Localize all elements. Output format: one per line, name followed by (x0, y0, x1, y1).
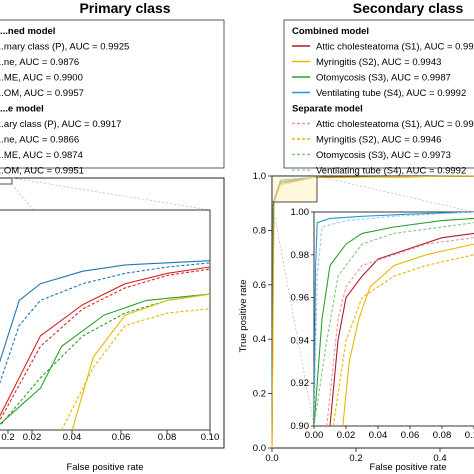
x-tick-label: 0.2 (349, 453, 362, 464)
inset-y-tick-label: 0.98 (291, 250, 310, 261)
x-tick-label: 0.08 (158, 432, 177, 443)
roc-curve (71, 293, 210, 430)
legend-entry: ...ME, AUC = 0.9900 (0, 73, 83, 84)
legend-group-heading: Separate model (292, 104, 363, 115)
secondary-y-ticks: 0.0 0.2 0.4 0.6 0.8 1.0 (253, 171, 272, 454)
primary-chart-title: Primary class (79, 0, 170, 16)
legend-entry: Myringitis (S2), AUC = 0.9946 (316, 135, 441, 146)
y-tick-label: 0.8 (253, 225, 266, 236)
secondary-zoom-guide-2 (271, 201, 315, 427)
legend-entry: ...OM, AUC = 0.9951 (0, 166, 84, 177)
roc-curve (0, 260, 210, 363)
roc-curve (0, 262, 210, 385)
primary-x-axis-label: False positive rate (66, 462, 143, 473)
secondary-legend-box (283, 19, 474, 169)
inset-x-tick-label: 0.00 (305, 430, 324, 441)
secondary-class-panel: Secondary class Combined model Attic chol… (238, 0, 474, 473)
x-tick-label: 0.04 (63, 432, 82, 443)
y-tick-label: 0.0 (253, 443, 266, 454)
y-tick-label: 1.0 (253, 171, 266, 182)
legend-entry: Ventilating tube (S4), AUC = 0.9992 (316, 166, 466, 177)
primary-inset-plot (0, 209, 211, 431)
inset-curves (0, 260, 210, 430)
secondary-chart-title: Secondary class (353, 0, 464, 16)
inset-y-tick-label: 0.92 (291, 378, 310, 389)
inset-frame (313, 211, 474, 427)
legend-entry: ...mary class (P), AUC = 0.9925 (0, 42, 129, 53)
inset-frame (0, 209, 211, 431)
primary-legend-box (0, 19, 225, 169)
legend-entry: ...ME, AUC = 0.9874 (0, 150, 83, 161)
inset-y-tick-label: 0.94 (291, 335, 310, 346)
primary-legend: ...ned model ...mary class (P), AUC = 0.9… (0, 26, 129, 177)
inset-y-tick-label: 1.00 (291, 207, 310, 218)
roc-curve (0, 266, 210, 417)
roc-curve (326, 237, 474, 426)
legend-entry: ...OM, AUC = 0.9957 (0, 88, 84, 99)
y-tick-label: 0.4 (253, 334, 266, 345)
secondary-y-axis-label: True positive rate (238, 279, 249, 352)
roc-curve (342, 243, 474, 426)
legend-entry: Myringitis (S2), AUC = 0.9943 (316, 57, 441, 68)
roc-curve (314, 222, 474, 426)
y-tick-label: 0.2 (253, 389, 266, 400)
legend-entry: ...ne, AUC = 0.9876 (0, 57, 79, 68)
x-tick-label: 0.10 (201, 432, 220, 443)
roc-curve (332, 254, 474, 426)
legend-group-heading: ...ned model (0, 26, 55, 37)
inset-y-tick-label: 0.90 (291, 421, 310, 432)
roc-curve (61, 308, 210, 430)
roc-curve (314, 212, 474, 426)
inset-x-tick-label: 0.10 (465, 430, 474, 441)
y-tick-label: 0.6 (253, 280, 266, 291)
x-tick-label: 0.06 (112, 432, 131, 443)
inset-y-tick-label: 0.96 (291, 293, 310, 304)
primary-main-axes (0, 177, 225, 449)
x-tick-label: 0.0 (265, 453, 278, 464)
inset-x-tick-label: 0.02 (337, 430, 356, 441)
inset-curves (314, 212, 474, 426)
legend-entry: ...ary class (P), AUC = 0.9917 (0, 119, 121, 130)
inset-x-tick-label: 0.06 (401, 430, 420, 441)
primary-class-panel: Primary class ...ned model ...mary class … (0, 0, 225, 473)
legend-entry: ...ne, AUC = 0.9866 (0, 135, 79, 146)
secondary-zoom-box (271, 175, 318, 203)
secondary-x-axis-label: False positive rate (369, 462, 446, 473)
primary-zoom-guide (11, 177, 211, 211)
legend-entry: Otomycosis (S3), AUC = 0.9973 (316, 150, 451, 161)
roc-curve (314, 217, 474, 426)
roc-curve (314, 212, 474, 426)
roc-curve (0, 293, 210, 425)
legend-group-heading: Combined model (292, 26, 369, 37)
primary-zoom-box (0, 177, 13, 185)
legend-entry: Attic cholesteatoma (S1), AUC = 0.9944 (316, 119, 474, 130)
secondary-x-ticks: 0.0 0.2 0.4 (265, 448, 447, 464)
x-tick-label: 0.02 (23, 432, 42, 443)
inset-x-tick-label: 0.04 (369, 430, 388, 441)
inset-x-tick-label: 0.08 (433, 430, 452, 441)
legend-entry: Ventilating tube (S4), AUC = 0.9992 (316, 88, 466, 99)
legend-group-heading: ...e model (0, 104, 44, 115)
x-tick-label: 0.2 (1, 432, 14, 443)
primary-x-ticks: 0.2 0.02 0.04 0.06 0.08 0.10 (1, 430, 219, 443)
secondary-zoom-guide (316, 175, 474, 213)
roc-curve (329, 232, 474, 426)
x-tick-label: 0.4 (433, 453, 446, 464)
legend-entry: Otomycosis (S3), AUC = 0.9987 (316, 73, 451, 84)
secondary-legend: Combined model Attic cholesteatoma (S1), … (292, 26, 474, 177)
secondary-inset-plot: 0.90 0.92 0.94 0.96 0.98 1.00 0.00 0.02 0.04 0.06… (291, 207, 474, 441)
legend-entry: Attic cholesteatoma (S1), AUC = 0.9964 (316, 42, 474, 53)
